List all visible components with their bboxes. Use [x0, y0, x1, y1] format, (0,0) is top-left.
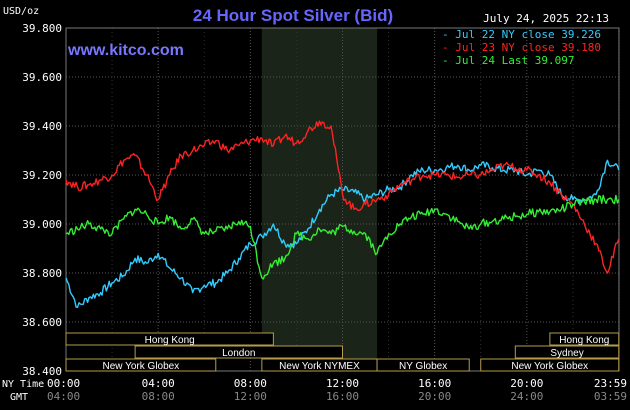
x-tick-label-ny: 16:00 — [418, 377, 451, 390]
session-label: Sydney — [550, 348, 583, 359]
session-label: New York Globex — [103, 361, 180, 372]
nymex-highlight — [261, 28, 378, 371]
y-tick-label: 39.000 — [22, 218, 62, 231]
session-label: New York NYMEX — [279, 361, 360, 372]
legend: - Jul 22 NY close 39.226- Jul 23 NY clos… — [442, 28, 601, 67]
session-bar — [480, 358, 620, 372]
y-tick-label: 39.400 — [22, 120, 62, 133]
session-bar — [376, 358, 470, 372]
legend-entry: - Jul 23 NY close 39.180 — [442, 41, 601, 54]
x-tick-label-gmt: 24:00 — [510, 390, 543, 403]
session-bar — [549, 332, 620, 346]
y-tick-label: 39.200 — [22, 169, 62, 182]
session-label: NY Globex — [399, 361, 447, 372]
chart-title: 24 Hour Spot Silver (Bid) — [193, 6, 393, 25]
session-label: London — [222, 348, 255, 359]
session-bar — [65, 332, 274, 346]
x-tick-labels: 00:00 04:00 08:00 12:00 16:00 20:00 23:5904:00… — [47, 377, 627, 403]
y-tick-label: 38.400 — [22, 365, 62, 378]
y-tick-label: 38.800 — [22, 267, 62, 280]
y-tick-label: 38.600 — [22, 316, 62, 329]
x-tick-label-gmt: 16:00 — [326, 390, 359, 403]
nymex-window — [261, 28, 378, 371]
session-label: Hong Kong — [145, 335, 195, 346]
x-axis-gmt-label: GMT — [10, 392, 28, 403]
session-bars: Hong Kong London New York Globex New York N… — [65, 332, 620, 372]
session-label: New York Globex — [511, 361, 588, 372]
watermark-text: www.kitco.com — [67, 42, 184, 59]
x-tick-label-gmt: 08:00 — [142, 390, 175, 403]
y-axis-unit: USD/oz — [3, 6, 39, 17]
x-axis-ny-label: NY Time — [2, 379, 44, 390]
x-tick-label-gmt: 04:00 — [47, 390, 80, 403]
session-bar — [514, 345, 620, 359]
x-tick-label-ny: 23:59 — [594, 377, 627, 390]
session-label: Hong Kong — [559, 335, 609, 346]
session-bar — [65, 358, 217, 372]
chart-timestamp: July 24, 2025 22:13 — [483, 12, 609, 25]
legend-entry: - Jul 22 NY close 39.226 — [442, 28, 601, 41]
x-tick-label-ny: 04:00 — [142, 377, 175, 390]
y-tick-labels: 39.800 39.600 39.400 39.200 39.000 38.800 38.6… — [22, 22, 62, 378]
x-tick-label-ny: 00:00 — [47, 377, 80, 390]
y-tick-label: 39.600 — [22, 71, 62, 84]
x-tick-label-gmt: 20:00 — [418, 390, 451, 403]
x-tick-label-ny: 08:00 — [234, 377, 267, 390]
x-tick-label-gmt: 12:00 — [234, 390, 267, 403]
series-line — [65, 194, 620, 280]
series-lines — [65, 120, 620, 308]
session-bar — [134, 345, 343, 359]
y-tick-label: 39.800 — [22, 22, 62, 35]
series-line — [65, 120, 620, 274]
x-tick-label-ny: 20:00 — [510, 377, 543, 390]
x-tick-label-gmt: 03:59 — [594, 390, 627, 403]
x-tick-label-ny: 12:00 — [326, 377, 359, 390]
legend-entry: - Jul 24 Last 39.097 — [442, 54, 574, 67]
